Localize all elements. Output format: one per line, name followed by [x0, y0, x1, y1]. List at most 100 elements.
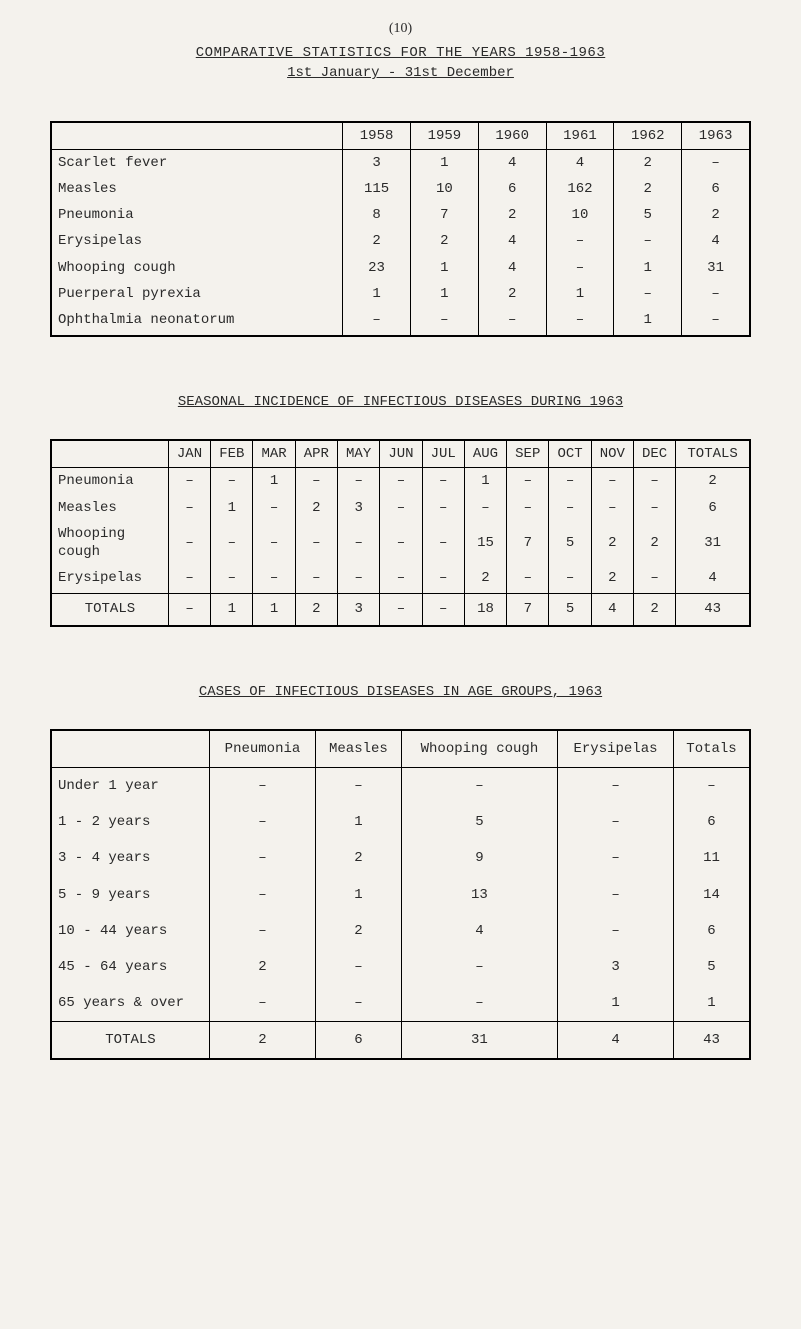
- cell: 1: [211, 495, 253, 521]
- cell: 2: [478, 281, 546, 307]
- age-groups-table: Pneumonia Measles Whooping cough Erysipe…: [50, 729, 751, 1061]
- cell: –: [549, 495, 591, 521]
- col-header: 1963: [682, 122, 750, 150]
- cell: –: [211, 565, 253, 594]
- cell: –: [380, 495, 422, 521]
- cell: –: [633, 495, 675, 521]
- cell: 10: [546, 202, 614, 228]
- cell: –: [633, 468, 675, 495]
- cell: 1: [315, 877, 401, 913]
- cell: 1: [464, 468, 506, 495]
- cell: 6: [676, 495, 750, 521]
- cell: 4: [401, 913, 557, 949]
- cell: –: [558, 840, 674, 876]
- main-subtitle: 1st January - 31st December: [50, 64, 751, 82]
- cell: 14: [674, 877, 750, 913]
- col-header: JAN: [168, 440, 210, 468]
- col-header: FEB: [211, 440, 253, 468]
- cell: –: [558, 913, 674, 949]
- row-label: Pneumonia: [51, 202, 343, 228]
- table-row: Pneumonia Measles Whooping cough Erysipe…: [51, 730, 750, 768]
- cell: 7: [410, 202, 478, 228]
- table-row: 65 years & over–––11: [51, 985, 750, 1022]
- cell: –: [380, 565, 422, 594]
- section-title-agegroups: CASES OF INFECTIOUS DISEASES IN AGE GROU…: [50, 683, 751, 701]
- cell: –: [211, 468, 253, 495]
- cell: –: [401, 985, 557, 1022]
- cell: –: [591, 468, 633, 495]
- cell: –: [168, 565, 210, 594]
- cell: 1: [558, 985, 674, 1022]
- cell: –: [338, 521, 380, 565]
- cell: 3: [338, 594, 380, 626]
- cell: 1: [410, 255, 478, 281]
- table-row: Erysipelas224––4: [51, 228, 750, 254]
- cell: 10: [410, 176, 478, 202]
- table-row: Under 1 year–––––: [51, 767, 750, 804]
- cell: 162: [546, 176, 614, 202]
- col-header: 1961: [546, 122, 614, 150]
- col-header: NOV: [591, 440, 633, 468]
- table-row: Whooping cough2314–131: [51, 255, 750, 281]
- comparative-stats-table: 1958 1959 1960 1961 1962 1963 Scarlet fe…: [50, 121, 751, 338]
- cell: 2: [410, 228, 478, 254]
- cell: 2: [633, 594, 675, 626]
- cell: –: [401, 949, 557, 985]
- row-label: Under 1 year: [51, 767, 210, 804]
- row-label: 65 years & over: [51, 985, 210, 1022]
- cell: 1: [410, 149, 478, 176]
- table-row: 5 - 9 years–113–14: [51, 877, 750, 913]
- cell: 9: [401, 840, 557, 876]
- row-label: 3 - 4 years: [51, 840, 210, 876]
- cell: 1: [614, 307, 682, 336]
- cell: 2: [614, 149, 682, 176]
- cell: 5: [674, 949, 750, 985]
- col-header: 1962: [614, 122, 682, 150]
- col-header: MAY: [338, 440, 380, 468]
- cell: 2: [676, 468, 750, 495]
- table-row: 45 - 64 years2––35: [51, 949, 750, 985]
- cell: 4: [591, 594, 633, 626]
- cell: –: [549, 565, 591, 594]
- col-header: JUN: [380, 440, 422, 468]
- table-row: 1958 1959 1960 1961 1962 1963: [51, 122, 750, 150]
- cell: 2: [210, 949, 316, 985]
- cell: 1: [546, 281, 614, 307]
- cell: –: [210, 767, 316, 804]
- cell: 31: [401, 1022, 557, 1060]
- cell: –: [546, 255, 614, 281]
- row-label: Measles: [51, 495, 168, 521]
- col-header: [51, 730, 210, 768]
- row-label: Erysipelas: [51, 228, 343, 254]
- cell: 2: [478, 202, 546, 228]
- cell: –: [507, 565, 549, 594]
- row-label: 45 - 64 years: [51, 949, 210, 985]
- cell: 31: [682, 255, 750, 281]
- cell: 4: [682, 228, 750, 254]
- col-header: Pneumonia: [210, 730, 316, 768]
- cell: –: [422, 521, 464, 565]
- totals-row: TOTALS–1123––18754243: [51, 594, 750, 626]
- row-label: Whooping cough: [51, 521, 168, 565]
- table-row: Puerperal pyrexia1121––: [51, 281, 750, 307]
- cell: –: [295, 468, 337, 495]
- cell: 115: [343, 176, 411, 202]
- cell: –: [338, 565, 380, 594]
- cell: 6: [478, 176, 546, 202]
- cell: 1: [211, 594, 253, 626]
- cell: –: [210, 840, 316, 876]
- page-number: (10): [50, 20, 751, 38]
- cell: –: [507, 495, 549, 521]
- cell: –: [210, 913, 316, 949]
- cell: 2: [315, 913, 401, 949]
- row-label: Scarlet fever: [51, 149, 343, 176]
- col-header: DEC: [633, 440, 675, 468]
- cell: –: [380, 594, 422, 626]
- cell: 2: [682, 202, 750, 228]
- cell: –: [422, 468, 464, 495]
- cell: –: [210, 985, 316, 1022]
- cell: –: [315, 949, 401, 985]
- cell: –: [380, 468, 422, 495]
- col-header: AUG: [464, 440, 506, 468]
- row-label: Whooping cough: [51, 255, 343, 281]
